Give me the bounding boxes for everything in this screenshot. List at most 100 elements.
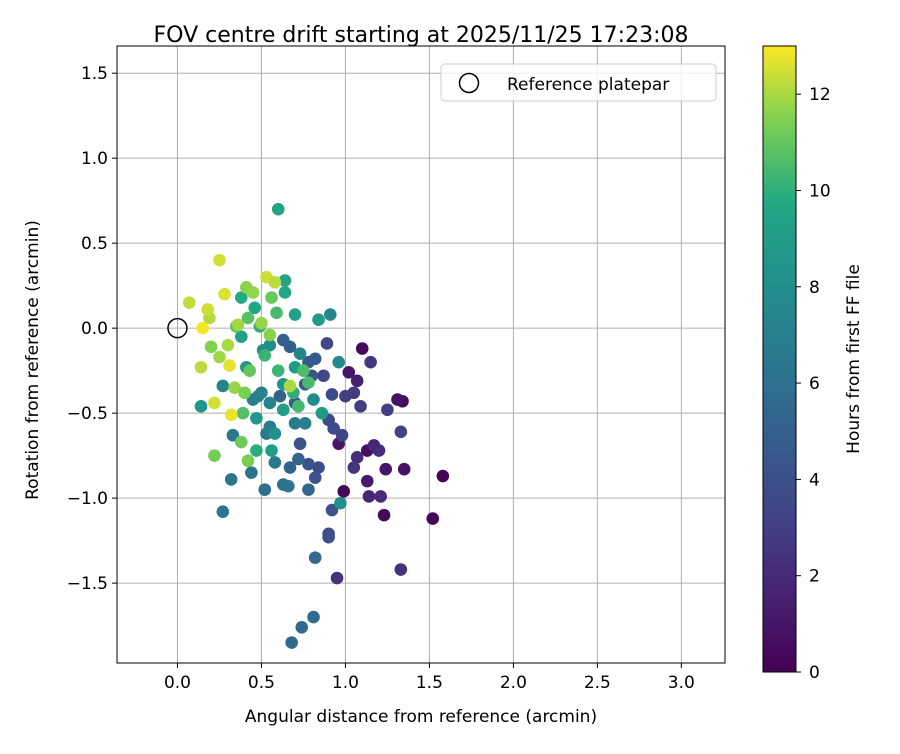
x-tick-label: 1.0 — [332, 673, 359, 693]
data-point — [282, 479, 295, 493]
data-point — [224, 408, 238, 422]
data-point — [218, 287, 231, 301]
data-point — [367, 439, 381, 452]
colorbar-gradient — [762, 45, 797, 673]
colorbar-tick-label: 8 — [809, 278, 820, 298]
data-point — [226, 428, 240, 442]
data-point — [255, 386, 268, 400]
data-point — [268, 456, 282, 469]
y-tick-label: −1.5 — [67, 574, 108, 594]
data-point — [308, 551, 322, 564]
data-point — [194, 400, 208, 413]
data-point — [268, 275, 282, 289]
data-point — [255, 316, 268, 330]
data-point — [426, 512, 440, 525]
data-point — [216, 505, 230, 519]
x-tick-label: 0.5 — [248, 673, 275, 693]
data-point — [250, 444, 263, 457]
data-point — [394, 425, 408, 439]
x-tick-label: 2.0 — [500, 673, 527, 693]
colorbar-tick-label: 10 — [809, 181, 831, 201]
data-point — [236, 406, 250, 420]
colorbar-label: Hours from first FF file — [844, 264, 864, 454]
legend-box — [440, 63, 717, 102]
data-point — [332, 355, 346, 369]
colorbar-tick-label: 2 — [809, 567, 820, 587]
data-point — [350, 451, 364, 464]
data-point — [308, 471, 322, 485]
data-point — [234, 435, 248, 449]
data-point — [391, 393, 404, 406]
data-point — [276, 403, 290, 417]
data-point — [245, 466, 258, 479]
data-point — [288, 417, 302, 430]
data-point — [312, 461, 325, 474]
data-point — [292, 400, 305, 413]
colorbar-tick-label: 6 — [809, 374, 820, 394]
data-point — [263, 338, 277, 352]
data-point — [342, 366, 356, 379]
data-point — [347, 461, 361, 474]
colorbar: 0 2 4 6 8 10 12 Hours from first FF file — [762, 45, 864, 683]
data-point — [360, 474, 374, 488]
colorbar-tick-label: 4 — [809, 470, 820, 490]
data-point — [201, 303, 214, 316]
data-point — [208, 449, 221, 462]
data-point — [204, 340, 218, 354]
data-point — [258, 349, 272, 362]
y-tick-label: 1.0 — [81, 149, 108, 169]
data-point — [339, 389, 352, 403]
data-point — [182, 296, 196, 309]
data-point — [364, 355, 377, 369]
data-point — [278, 274, 292, 287]
data-point — [302, 376, 315, 389]
data-point — [246, 286, 260, 299]
data-point — [196, 321, 209, 335]
legend-label: Reference platepar — [507, 75, 669, 95]
data-point — [302, 483, 315, 496]
y-tick-label: −0.5 — [67, 404, 108, 424]
data-point — [302, 457, 315, 471]
legend-marker-icon — [458, 72, 480, 94]
data-point — [271, 364, 285, 377]
x-tick-label: 0.0 — [164, 673, 191, 693]
data-point — [354, 400, 367, 413]
data-point — [307, 610, 320, 624]
data-point — [265, 444, 278, 457]
data-point — [324, 308, 337, 321]
colorbar-tick-label: 12 — [809, 85, 831, 105]
data-point — [394, 563, 408, 576]
data-point — [322, 530, 335, 544]
data-point — [337, 485, 351, 498]
data-point — [288, 308, 302, 321]
data-point — [194, 360, 208, 374]
data-point — [224, 473, 238, 486]
data-point — [374, 490, 387, 503]
plot-area-frame — [116, 45, 726, 664]
data-point — [436, 469, 450, 483]
data-point — [278, 286, 292, 299]
x-axis-ticks: 0.0 0.5 1.0 1.5 2.0 2.5 3.0 — [164, 663, 695, 693]
data-point — [223, 359, 236, 372]
data-point — [298, 417, 312, 430]
data-point — [307, 393, 320, 406]
y-axis-label: Rotation from reference (arcmin) — [23, 220, 43, 500]
data-point — [335, 428, 349, 442]
data-point — [320, 337, 334, 350]
data-point — [312, 313, 325, 326]
data-point — [268, 427, 282, 440]
data-point — [243, 364, 256, 377]
data-point — [273, 389, 287, 403]
data-point — [379, 462, 393, 476]
data-point — [234, 291, 248, 304]
data-point — [292, 452, 305, 466]
legend: Reference platepar — [440, 63, 717, 102]
y-tick-label: 1.5 — [81, 64, 108, 84]
data-point — [263, 328, 277, 342]
data-point — [377, 508, 391, 522]
data-point — [213, 253, 226, 267]
x-tick-label: 1.5 — [416, 673, 443, 693]
colorbar-tick-label: 0 — [809, 663, 820, 683]
data-point — [216, 379, 230, 393]
